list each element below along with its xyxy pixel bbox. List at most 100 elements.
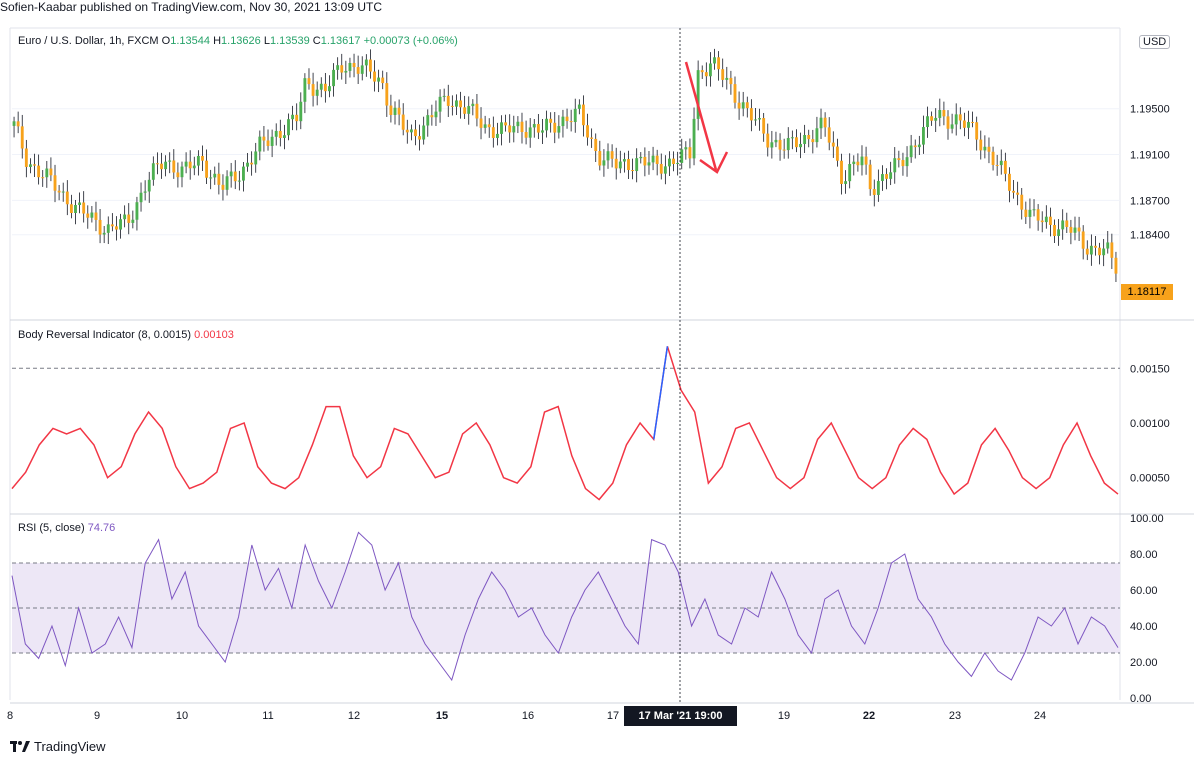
candle-body: [795, 137, 798, 148]
candle-body: [188, 161, 192, 169]
candle-body: [684, 147, 688, 150]
candle-body: [307, 78, 311, 85]
candle-body: [1032, 209, 1036, 211]
candle-body: [172, 160, 176, 173]
candle-body: [254, 151, 258, 165]
candle-body: [37, 165, 41, 178]
rsi-tick-label: 80.00: [1130, 549, 1158, 561]
candle-body: [459, 100, 462, 108]
candle-body: [418, 136, 422, 140]
candle-body: [962, 120, 966, 128]
candle-body: [762, 118, 766, 134]
time-axis: 8 9 10 11 12 15 16 17 19 22 23 24: [7, 710, 1046, 722]
candle-body: [967, 121, 970, 128]
candle-body: [291, 114, 295, 120]
candle-body: [565, 116, 569, 122]
candle-body: [139, 192, 143, 203]
candle-body: [541, 130, 544, 133]
candle-body: [123, 214, 127, 220]
ohlc-legend: Euro / U.S. Dollar, 1h, FXCM O1.13544 H1…: [18, 35, 458, 47]
candle-body: [344, 70, 348, 73]
rsi-tick-label: 40.00: [1130, 621, 1158, 633]
candle-body: [1081, 231, 1085, 249]
candle-body: [250, 162, 254, 165]
time-tick-label: 19: [778, 710, 790, 722]
candle-body: [545, 118, 549, 131]
candle-body: [549, 118, 553, 123]
candle-body: [455, 100, 458, 107]
candle-body: [1085, 248, 1089, 255]
pane-frames: [9, 27, 1194, 704]
time-tick-label: 24: [1034, 710, 1046, 722]
candle-body: [352, 63, 356, 68]
candle-body: [246, 162, 249, 167]
low-value: 1.13539: [269, 35, 310, 47]
candle-body: [49, 168, 53, 176]
time-tick-label: 23: [949, 710, 961, 722]
candle-body: [999, 160, 1003, 166]
tradingview-logo[interactable]: TradingView: [10, 739, 106, 754]
candle-body: [745, 102, 749, 109]
candlestick-series: [12, 48, 1118, 283]
symbol-name[interactable]: Euro / U.S. Dollar, 1h, FXCM: [18, 35, 159, 47]
candle-body: [405, 129, 409, 133]
candle-body: [479, 118, 483, 128]
rsi-axis: 100.00 80.00 60.00 40.00 20.00 0.00: [1130, 513, 1164, 705]
candle-body: [450, 105, 454, 107]
indicator-spike: [653, 346, 669, 440]
candle-body: [1069, 226, 1073, 233]
currency-badge[interactable]: USD: [1139, 35, 1171, 49]
candle-body: [692, 118, 696, 159]
candle-body: [659, 163, 663, 174]
candle-body: [229, 171, 233, 177]
candle-body: [590, 137, 594, 139]
candle-body: [500, 122, 503, 134]
candle-body: [676, 162, 680, 165]
candle-body: [442, 95, 446, 97]
indicator-legend: Body Reversal Indicator (8, 0.0015) 0.00…: [18, 329, 234, 341]
candle-body: [278, 130, 282, 138]
candle-body: [663, 166, 667, 174]
candle-body: [819, 117, 823, 129]
candle-body: [561, 116, 565, 127]
candle-body: [991, 151, 995, 165]
candle-body: [1106, 242, 1110, 249]
candle-body: [778, 139, 782, 150]
candle-body: [12, 121, 16, 126]
candle-body: [389, 105, 393, 115]
last-price-badge: 1.18117: [1121, 284, 1173, 300]
close-label: C: [312, 35, 321, 47]
high-value: 1.13626: [221, 35, 261, 47]
rsi-legend: RSI (5, close) 74.76: [18, 522, 115, 534]
candle-body: [487, 124, 491, 128]
candle-body: [1016, 192, 1020, 195]
indicator-name[interactable]: Body Reversal Indicator (8, 0.0015): [18, 329, 192, 341]
candle-body: [205, 160, 209, 178]
low-label: L: [263, 35, 270, 47]
candle-body: [799, 143, 802, 148]
candle-body: [680, 149, 684, 163]
candle-body: [401, 114, 405, 130]
crosshair-time-badge: 17 Mar '21 19:00: [624, 706, 737, 726]
candle-body: [872, 189, 876, 195]
candle-body: [844, 181, 848, 184]
candle-body: [274, 130, 278, 137]
candle-body: [1020, 194, 1024, 210]
candle-body: [823, 117, 827, 128]
body-reversal-line: [11, 346, 1119, 501]
candle-body: [536, 124, 540, 133]
candle-body: [614, 158, 618, 169]
candle-body: [930, 116, 934, 121]
candle-body: [315, 89, 319, 96]
candle-body: [811, 139, 815, 143]
candle-body: [323, 83, 327, 92]
candle-body: [373, 71, 376, 82]
candle-body: [131, 219, 135, 223]
candle-body: [1044, 216, 1048, 223]
candle-body: [483, 124, 487, 128]
rsi-name[interactable]: RSI (5, close): [18, 522, 85, 534]
candle-body: [225, 176, 229, 190]
candle-body: [61, 191, 65, 193]
candle-body: [577, 104, 581, 109]
